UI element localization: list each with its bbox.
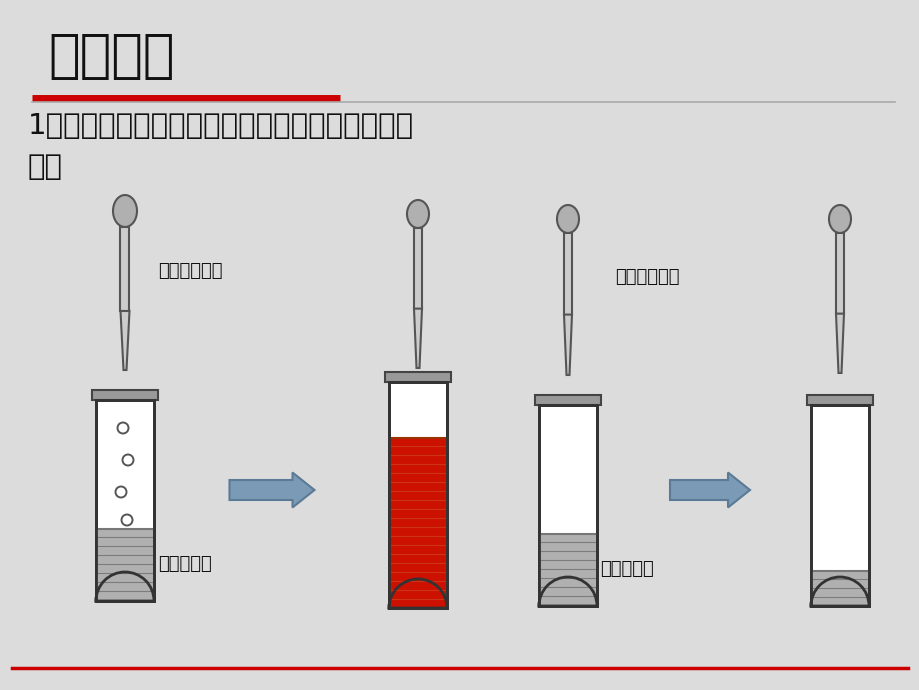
Text: 紫色石蕊试液: 紫色石蕊试液 xyxy=(158,262,222,280)
Bar xyxy=(92,390,158,400)
Ellipse shape xyxy=(406,200,428,228)
Bar xyxy=(811,571,867,606)
Ellipse shape xyxy=(556,205,578,233)
Bar xyxy=(563,233,572,315)
Wedge shape xyxy=(96,572,153,601)
Text: 1、酸能使紫色石蕊试液变红，使无色酚酞试液不: 1、酸能使紫色石蕊试液变红，使无色酚酞试液不 xyxy=(28,112,414,140)
FancyArrow shape xyxy=(669,473,749,508)
FancyArrow shape xyxy=(229,473,314,508)
Bar xyxy=(390,438,446,608)
Bar xyxy=(389,382,447,608)
Wedge shape xyxy=(539,577,596,606)
Bar xyxy=(120,227,130,311)
Bar xyxy=(539,405,596,606)
Polygon shape xyxy=(563,315,572,375)
Bar xyxy=(806,395,872,405)
Wedge shape xyxy=(811,577,868,606)
Bar xyxy=(535,395,600,405)
Bar xyxy=(811,405,868,606)
Wedge shape xyxy=(389,579,447,608)
Ellipse shape xyxy=(113,195,137,227)
Text: 稀硫酸溶液: 稀硫酸溶液 xyxy=(599,560,653,578)
Wedge shape xyxy=(390,580,446,608)
Ellipse shape xyxy=(828,205,850,233)
Bar xyxy=(389,382,447,608)
Bar xyxy=(96,529,153,601)
Bar xyxy=(414,228,422,308)
Polygon shape xyxy=(835,314,843,373)
Bar xyxy=(96,400,153,601)
Text: 无色酚酞溶液: 无色酚酞溶液 xyxy=(614,268,679,286)
Bar xyxy=(835,233,843,314)
Text: 稀硫酸溶液: 稀硫酸溶液 xyxy=(158,555,211,573)
Wedge shape xyxy=(96,573,153,601)
Polygon shape xyxy=(414,308,422,368)
Bar xyxy=(539,405,596,606)
Text: 变色: 变色 xyxy=(28,153,62,181)
Wedge shape xyxy=(811,578,867,606)
Bar xyxy=(384,372,450,382)
Wedge shape xyxy=(539,578,596,606)
Text: 酸的通性: 酸的通性 xyxy=(48,30,175,82)
Bar xyxy=(811,405,868,606)
Polygon shape xyxy=(120,311,130,370)
Bar xyxy=(96,400,153,601)
Bar xyxy=(539,534,596,606)
